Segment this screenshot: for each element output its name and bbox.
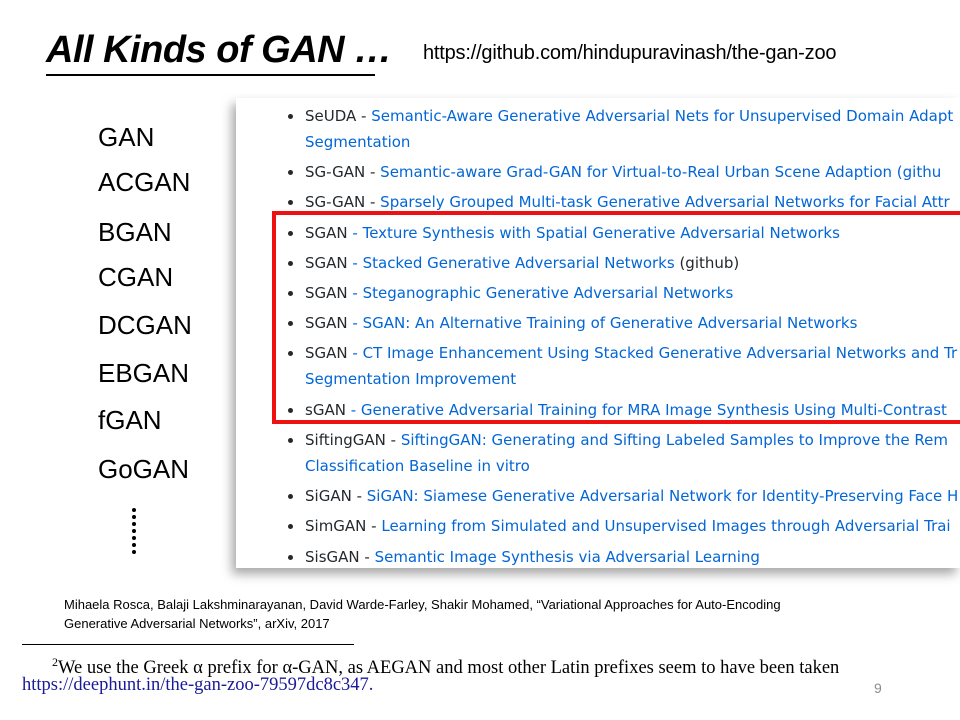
paper-link[interactable]: SiGAN: Siamese Generative Adversarial Ne… — [366, 487, 959, 505]
gan-list-item: CGAN — [98, 262, 174, 292]
source-url[interactable]: https://github.com/hindupuravinash/the-g… — [423, 42, 837, 64]
paper-link[interactable]: Semantic-aware Grad-GAN for Virtual-to-R… — [380, 163, 942, 181]
bullet-icon — [288, 408, 293, 413]
title-underline — [46, 74, 375, 76]
gan-name: SimGAN — [305, 517, 367, 535]
paper-link[interactable]: Steganographic Generative Adversarial Ne… — [362, 284, 734, 302]
bullet-icon — [288, 170, 293, 175]
paper-link[interactable]: Generative Adversarial Training for MRA … — [360, 401, 947, 419]
gan-list-item: fGAN — [98, 405, 162, 435]
paper-link-continued[interactable]: Classification Baseline in vitro — [305, 457, 530, 475]
bullet-icon — [288, 200, 293, 205]
gan-name: SiGAN — [305, 487, 352, 505]
gan-list-item: GoGAN — [98, 454, 190, 484]
gan-zoo-screenshot: SeUDA - Semantic-Aware Generative Advers… — [236, 98, 960, 568]
citation-authors: Mihaela Rosca, Balaji Lakshminarayanan, … — [64, 597, 781, 612]
footnote-text: We use the Greek α prefix for α-GAN, as … — [58, 658, 840, 678]
slide-title: All Kinds of GAN … — [46, 29, 392, 71]
gan-name: SeUDA — [305, 107, 357, 125]
gan-list-item: EBGAN — [98, 358, 190, 388]
paper-link[interactable]: Stacked Generative Adversarial Networks — [362, 254, 675, 272]
paper-link-continued[interactable]: Segmentation Improvement — [305, 370, 517, 388]
gan-name: SisGAN — [305, 548, 360, 566]
bullet-icon — [288, 555, 293, 560]
vertical-ellipsis-icon — [130, 508, 138, 554]
gan-name: SGAN — [305, 224, 348, 242]
paper-link[interactable]: Learning from Simulated and Unsupervised… — [381, 517, 951, 535]
gan-name: SGAN — [305, 284, 348, 302]
gan-list-item: DCGAN — [98, 310, 192, 340]
paper-link[interactable]: Semantic-Aware Generative Adversarial Ne… — [371, 107, 954, 125]
paper-link[interactable]: CT Image Enhancement Using Stacked Gener… — [362, 344, 958, 362]
sgan-highlight-box — [272, 211, 960, 424]
page-number: 9 — [874, 680, 882, 696]
bullet-icon — [288, 321, 293, 326]
bullet-icon — [288, 438, 293, 443]
bullet-icon — [288, 351, 293, 356]
gan-name: SG-GAN — [305, 163, 366, 181]
bullet-icon — [288, 231, 293, 236]
paper-link[interactable]: Semantic Image Synthesis via Adversarial… — [374, 548, 760, 566]
gan-list-item: ACGAN — [98, 167, 191, 197]
paper-link[interactable]: Sparsely Grouped Multi-task Generative A… — [380, 193, 950, 211]
bullet-icon — [288, 261, 293, 266]
gan-list-item: BGAN — [98, 217, 172, 247]
footnote-rule — [22, 644, 354, 645]
github-link[interactable]: (github) — [674, 254, 740, 272]
paper-link-continued[interactable]: Segmentation — [305, 133, 411, 151]
bullet-icon — [288, 114, 293, 119]
footnote-marker: 2 — [52, 655, 58, 669]
footnote-url[interactable]: https://deephunt.in/the-gan-zoo-79597dc8… — [22, 675, 374, 695]
gan-name: SGAN — [305, 254, 348, 272]
gan-name: SGAN — [305, 344, 348, 362]
citation-venue: Generative Adversarial Networks”, arXiv,… — [64, 616, 330, 631]
citation: Mihaela Rosca, Balaji Lakshminarayanan, … — [64, 595, 924, 633]
paper-link[interactable]: SiftingGAN: Generating and Sifting Label… — [400, 431, 948, 449]
gan-name: sGAN — [305, 401, 346, 419]
gan-name: SG-GAN — [305, 193, 366, 211]
bullet-icon — [288, 494, 293, 499]
paper-link[interactable]: SGAN: An Alternative Training of Generat… — [362, 314, 858, 332]
gan-name: SiftingGAN — [305, 431, 386, 449]
gan-name: SGAN — [305, 314, 348, 332]
paper-link[interactable]: Texture Synthesis with Spatial Generativ… — [362, 224, 840, 242]
footnote: 2We use the Greek α prefix for α-GAN, as… — [52, 651, 839, 679]
bullet-icon — [288, 524, 293, 529]
gan-list-item: GAN — [98, 122, 155, 152]
bullet-icon — [288, 291, 293, 296]
